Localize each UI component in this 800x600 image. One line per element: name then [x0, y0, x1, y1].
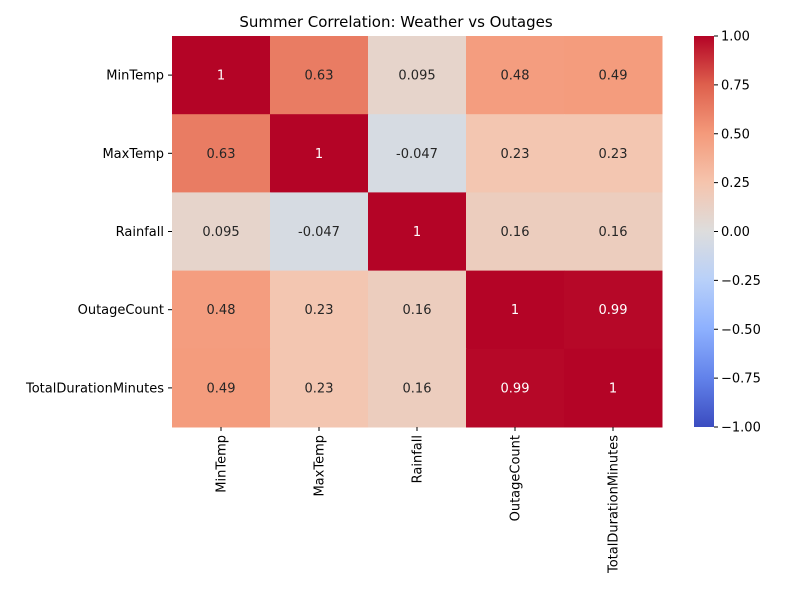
heatmap-cell — [270, 348, 369, 428]
heatmap-cell — [466, 36, 565, 115]
heatmap-cell — [270, 114, 369, 193]
cell-value-label: 0.48 — [501, 69, 530, 84]
cell-value-label: 1 — [315, 147, 323, 162]
heatmap-cells: 1 0.63 0.095 0.48 0.49 0.63 1 -0.047 0.23 0.23 0.0… — [172, 36, 663, 428]
cell-value-label: 0.095 — [202, 225, 239, 240]
cell-value-label: 0.99 — [599, 303, 628, 318]
heatmap-cell — [564, 114, 663, 193]
x-tick-label: TotalDurationMinutes — [607, 435, 622, 574]
heatmap-cell — [564, 348, 663, 428]
heatmap-cell — [564, 270, 663, 350]
colorbar-ticks: 1.00 0.75 0.50 0.25 0.00 −0.25 −0.50 −0.75 −1.00 — [714, 30, 761, 436]
cell-value-label: 1 — [217, 69, 225, 84]
y-tick-label: MaxTemp — [102, 147, 164, 162]
colorbar-tick-label: 1.00 — [721, 30, 750, 45]
cell-value-label: -0.047 — [396, 147, 438, 162]
colorbar-tick-label: −0.75 — [721, 372, 761, 387]
cell-value-label: 0.23 — [501, 147, 530, 162]
cell-value-label: 0.16 — [501, 225, 530, 240]
x-tick-labels: MinTemp MaxTemp Rainfall OutageCount TotalDu… — [215, 427, 622, 574]
cell-value-label: 0.23 — [305, 303, 334, 318]
heatmap-cell — [368, 192, 467, 272]
x-tick-label: MinTemp — [215, 435, 230, 493]
cell-value-label: 0.16 — [403, 303, 432, 318]
y-tick-labels: MinTemp MaxTemp Rainfall OutageCount TotalDu… — [25, 69, 172, 396]
x-tick-label: Rainfall — [411, 435, 426, 483]
heatmap-cell — [368, 348, 467, 428]
cell-value-label: 0.48 — [207, 303, 236, 318]
colorbar-tick-label: 0.25 — [721, 176, 750, 191]
chart-title: Summer Correlation: Weather vs Outages — [239, 13, 552, 31]
heatmap-cell — [172, 114, 271, 193]
heatmap-cell — [172, 36, 271, 115]
heatmap-cell — [368, 114, 467, 193]
heatmap-cell — [466, 192, 565, 272]
heatmap-cell — [466, 114, 565, 193]
cell-value-label: -0.047 — [298, 225, 340, 240]
heatmap-cell — [564, 192, 663, 272]
cell-value-label: 0.49 — [599, 69, 628, 84]
y-tick-label: TotalDurationMinutes — [25, 381, 164, 396]
heatmap-cell — [466, 270, 565, 350]
colorbar-tick-label: 0.50 — [721, 127, 750, 142]
colorbar-tick-label: −1.00 — [721, 421, 761, 436]
heatmap-cell — [172, 192, 271, 272]
x-tick-label: MaxTemp — [313, 435, 328, 497]
colorbar-tick-label: −0.50 — [721, 323, 761, 338]
colorbar-tick-label: −0.25 — [721, 274, 761, 289]
cell-value-label: 1 — [511, 303, 519, 318]
cell-value-label: 0.99 — [501, 381, 530, 396]
heatmap-cell — [466, 348, 565, 428]
cell-value-label: 0.63 — [305, 69, 334, 84]
heatmap-cell — [270, 192, 369, 272]
heatmap-cell — [270, 36, 369, 115]
heatmap-cell — [564, 36, 663, 115]
cell-value-label: 1 — [609, 381, 617, 396]
x-tick-label: OutageCount — [509, 435, 524, 521]
cell-value-label: 0.16 — [403, 381, 432, 396]
colorbar-tick-label: 0.00 — [721, 225, 750, 240]
colorbar-gradient — [694, 36, 714, 427]
cell-value-label: 0.49 — [207, 381, 236, 396]
cell-value-label: 1 — [413, 225, 421, 240]
heatmap-cell — [270, 270, 369, 350]
heatmap-cell — [368, 270, 467, 350]
y-tick-label: OutageCount — [78, 303, 164, 318]
heatmap-cell — [172, 348, 271, 428]
heatmap-cell — [172, 270, 271, 350]
y-tick-label: MinTemp — [106, 69, 164, 84]
cell-value-label: 0.095 — [398, 69, 435, 84]
cell-value-label: 0.23 — [599, 147, 628, 162]
colorbar: 1.00 0.75 0.50 0.25 0.00 −0.25 −0.50 −0.75 −1.00 — [694, 30, 761, 436]
y-tick-label: Rainfall — [116, 225, 164, 240]
cell-value-label: 0.63 — [207, 147, 236, 162]
cell-value-label: 0.23 — [305, 381, 334, 396]
colorbar-tick-label: 0.75 — [721, 78, 750, 93]
heatmap-cell — [368, 36, 467, 115]
cell-value-label: 0.16 — [599, 225, 628, 240]
